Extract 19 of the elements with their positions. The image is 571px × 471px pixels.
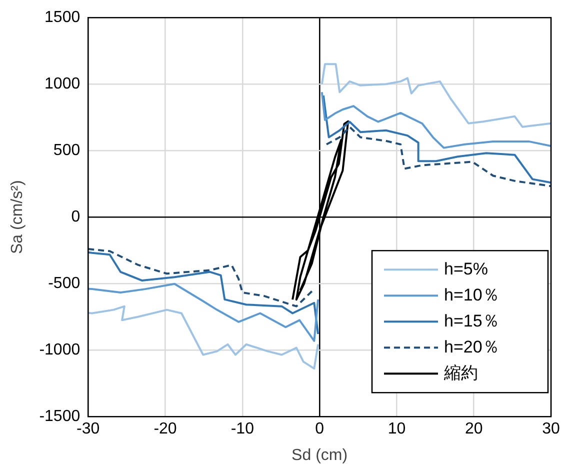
y-tick-label: -500	[48, 275, 80, 292]
legend-label: h=15％	[444, 311, 500, 330]
legend-label: h=20％	[444, 337, 500, 356]
x-tick-label: 10	[388, 420, 406, 438]
x-tick-label: -10	[230, 420, 254, 438]
x-axis-title: Sd (cm)	[292, 446, 348, 464]
y-axis-title: Sa (cm/s²)	[9, 180, 26, 254]
y-tick-label: 1500	[44, 9, 80, 26]
x-tick-label: 20	[464, 420, 483, 438]
x-tick-label: 0	[315, 420, 324, 438]
y-tick-label: 500	[53, 142, 80, 160]
x-tick-label: 30	[542, 420, 560, 438]
legend-label: 縮約	[443, 363, 478, 382]
y-tick-label: 1000	[44, 76, 80, 93]
legend-label: h=5%	[444, 259, 488, 278]
legend-label: h=10％	[444, 285, 500, 304]
x-tick-label: -20	[154, 420, 177, 438]
y-tick-label: 0	[71, 208, 80, 226]
y-tick-label: -1000	[39, 342, 80, 359]
